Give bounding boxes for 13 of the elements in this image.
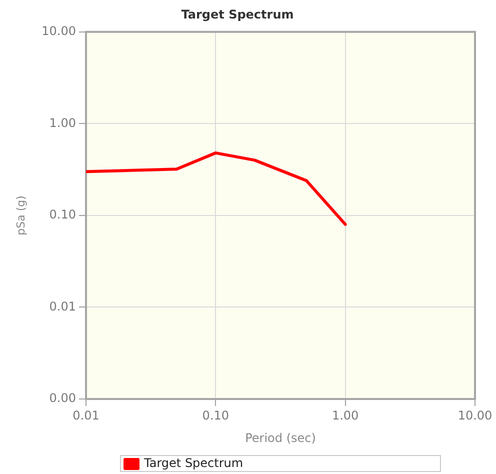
y-tick-label: 0.10: [49, 208, 76, 222]
y-axis-title: pSa (g): [14, 196, 28, 236]
y-tick-label: 1.00: [49, 116, 76, 130]
x-axis-title: Period (sec): [245, 430, 316, 445]
y-tick-label: 0.00: [49, 391, 76, 406]
legend-label: Target Spectrum: [143, 456, 244, 470]
x-tick-label: 10.00: [458, 408, 492, 422]
chart-title: Target Spectrum: [181, 7, 294, 22]
x-tick-label: 0.01: [72, 408, 100, 422]
y-tick-label: 0.01: [49, 299, 76, 314]
y-tick-label: 10.00: [42, 24, 76, 38]
x-tick-label: 1.00: [332, 408, 359, 422]
x-tick-label: 0.10: [202, 408, 230, 422]
